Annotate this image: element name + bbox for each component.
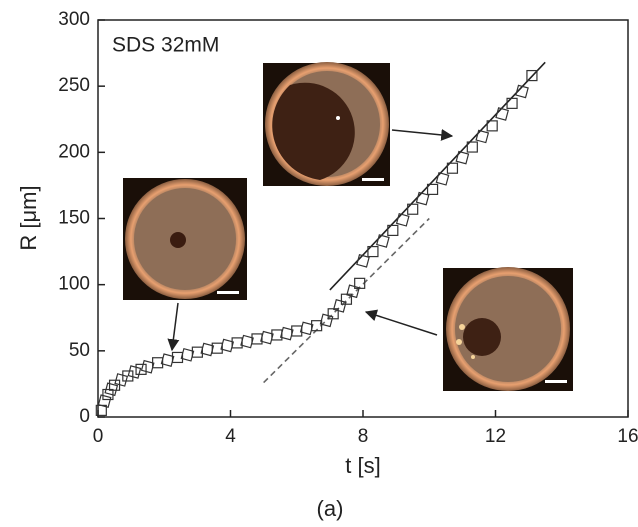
- inset-image: [123, 178, 247, 300]
- data-point: [211, 342, 223, 354]
- data-point: [200, 342, 215, 357]
- data-point: [135, 363, 147, 375]
- data-point: [299, 321, 314, 336]
- data-point: [455, 150, 470, 165]
- plot-area: [95, 61, 546, 416]
- data-point: [446, 162, 459, 174]
- data-point: [466, 141, 478, 153]
- data-point: [327, 308, 339, 320]
- data-point: [387, 224, 399, 237]
- data-point: [291, 325, 303, 337]
- y-tick-label: 0: [79, 406, 90, 427]
- y-tick-label: 300: [58, 9, 90, 30]
- inset-image: [263, 62, 390, 186]
- data-point: [376, 234, 390, 248]
- fit-line: [263, 217, 430, 384]
- data-point: [415, 191, 430, 206]
- data-point: [140, 359, 155, 374]
- y-tick-label: 100: [58, 274, 90, 295]
- x-tick-label: 0: [93, 426, 104, 447]
- data-point: [426, 183, 439, 195]
- data-point: [367, 245, 379, 258]
- data-point: [279, 326, 294, 341]
- data-point: [356, 253, 370, 268]
- annotation: SDS 32mM: [112, 34, 219, 57]
- data-point: [319, 313, 334, 328]
- x-tick-label: 4: [225, 426, 236, 447]
- y-axis-label: R [μm]: [16, 185, 41, 250]
- data-point: [127, 365, 142, 379]
- data-point: [240, 334, 254, 349]
- data-point: [354, 277, 366, 289]
- data-point: [506, 97, 518, 109]
- data-point: [220, 338, 235, 353]
- y-tick-label: 200: [58, 141, 90, 162]
- x-tick-label: 16: [617, 426, 638, 447]
- y-tick-label: 150: [58, 208, 90, 229]
- data-point: [180, 347, 195, 362]
- data-point: [475, 129, 490, 144]
- data-point: [395, 212, 410, 227]
- data-point: [171, 351, 184, 364]
- data-point: [435, 171, 450, 186]
- data-point: [160, 353, 175, 367]
- data-point: [346, 284, 360, 299]
- data-point: [260, 330, 274, 345]
- caption: (a): [317, 496, 344, 521]
- y-tick-label: 250: [58, 75, 90, 96]
- data-point: [486, 120, 498, 132]
- x-axis-label: t [s]: [345, 453, 380, 478]
- data-point: [526, 69, 538, 82]
- data-point: [191, 346, 203, 358]
- data-point: [97, 394, 112, 408]
- data-point: [340, 293, 353, 305]
- x-tick-label: 12: [485, 426, 506, 447]
- data-point: [122, 370, 134, 382]
- arrow: [167, 302, 180, 352]
- data-point: [407, 203, 419, 215]
- data-point: [515, 84, 529, 99]
- data-point: [332, 298, 347, 313]
- y-tick-label: 50: [69, 340, 90, 361]
- data-point: [152, 357, 164, 369]
- inset-image: [443, 267, 573, 391]
- x-tick-label: 8: [358, 426, 369, 447]
- data-point: [311, 320, 323, 332]
- arrow: [391, 128, 454, 141]
- arrow: [364, 309, 438, 336]
- data-point: [495, 107, 509, 121]
